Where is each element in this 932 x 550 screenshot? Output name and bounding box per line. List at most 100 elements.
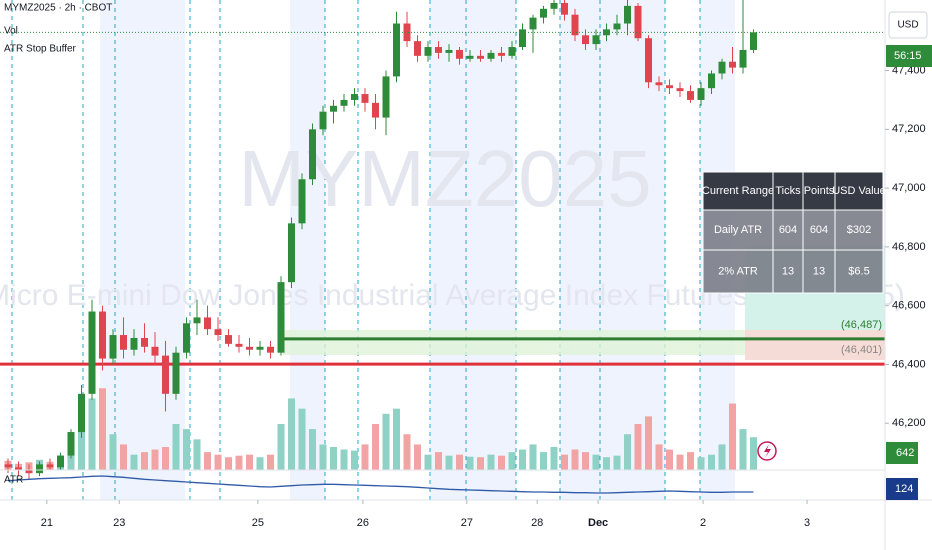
candle-body — [750, 32, 757, 50]
candle-body — [561, 2, 568, 15]
candle-body — [498, 52, 505, 56]
volume-bar — [477, 457, 484, 470]
candle-body — [456, 49, 463, 59]
volume-bar — [256, 457, 264, 470]
volume-bar — [645, 416, 652, 470]
volume-bar — [592, 454, 600, 470]
candle-body — [487, 52, 495, 59]
volume-bar — [498, 455, 505, 470]
currency-button[interactable] — [888, 11, 928, 39]
candle-body — [183, 323, 190, 353]
volume-bar — [183, 429, 190, 470]
candle-body — [141, 337, 148, 347]
volume-bar — [225, 457, 232, 470]
volume-bar — [214, 454, 222, 470]
volume-bar — [172, 424, 180, 470]
session-band — [290, 0, 325, 500]
volume-bar — [88, 398, 96, 470]
candle-body — [424, 47, 432, 56]
indicator-label: Vol — [4, 26, 18, 37]
candle-body — [267, 346, 274, 353]
candle-body — [592, 35, 600, 45]
table-value: 2% ATR — [718, 265, 758, 277]
candle-body — [613, 23, 621, 30]
currency-label[interactable]: USD — [897, 20, 918, 31]
volume-bar — [267, 454, 274, 470]
candle-body — [508, 47, 516, 56]
table-value: $302 — [847, 224, 871, 236]
volume-bar — [162, 447, 169, 470]
x-tick-label: 25 — [252, 517, 264, 529]
table-cell — [802, 249, 836, 294]
candle-body — [382, 76, 390, 118]
candle-body — [372, 102, 379, 118]
volume-bar — [487, 454, 495, 470]
candle-body — [414, 41, 421, 56]
candle-body — [246, 346, 253, 350]
table-cell — [772, 249, 804, 294]
x-tick-label: 27 — [461, 517, 473, 529]
candle-body — [645, 38, 652, 83]
table-value: 13 — [813, 265, 825, 277]
candle-body — [519, 29, 526, 48]
volume-bar — [582, 452, 589, 470]
candle-body — [109, 335, 117, 359]
y-tick-label: 46,400 — [892, 358, 926, 370]
candle-body — [571, 14, 579, 36]
atr-pane-label: ATR — [4, 475, 23, 486]
candle-body — [435, 47, 442, 53]
stop-zone — [745, 330, 885, 360]
candle-body — [151, 346, 159, 356]
candle-body — [550, 2, 558, 9]
volume-bar — [676, 454, 684, 470]
candle-body — [309, 129, 316, 180]
volume-bar — [529, 444, 537, 470]
candle-body — [88, 311, 96, 394]
session-band — [430, 0, 516, 500]
candle-body — [729, 61, 736, 68]
volume-bar — [309, 429, 316, 470]
candle-body — [193, 317, 201, 324]
indicator-label: ATR Stop Buffer — [4, 44, 77, 55]
watermark-symbol: MYMZ2025 — [238, 134, 651, 223]
volume-bar — [351, 450, 358, 470]
candle-body — [57, 455, 64, 468]
volume-tag — [886, 442, 918, 464]
table-header: USD Value — [832, 185, 886, 197]
table-cell — [802, 171, 836, 211]
candle-body — [624, 5, 631, 24]
volume-bar — [393, 408, 400, 470]
volume-bar — [403, 434, 411, 470]
candle-body — [120, 335, 127, 350]
candle-body — [214, 329, 222, 336]
volume-bar — [508, 452, 516, 470]
table-cell — [702, 209, 774, 251]
candle-body — [529, 17, 537, 30]
volume-bar — [78, 418, 85, 470]
candle-body — [4, 464, 12, 468]
y-tick-label: 46,200 — [892, 417, 926, 429]
volume-bar — [718, 444, 726, 470]
candle-body — [697, 88, 705, 100]
candle-body — [36, 464, 43, 474]
table-value: Daily ATR — [714, 224, 762, 236]
volume-bar — [729, 403, 736, 470]
volume-bar — [235, 455, 243, 470]
volume-bar — [372, 424, 379, 470]
y-tick-label: 47,000 — [892, 182, 926, 194]
atr-last-label: 124 — [895, 483, 913, 495]
candle-body — [15, 467, 22, 471]
volume-bar — [277, 424, 285, 470]
candle-body — [277, 282, 285, 353]
volume-bar — [319, 444, 327, 470]
candle-body — [172, 352, 180, 394]
table-header: Points — [804, 185, 835, 197]
level-label: (46,487) — [841, 319, 882, 331]
symbol-title: MYMZ2025 · 2h · CBOT — [4, 3, 112, 14]
table-header: Current Range — [702, 185, 774, 197]
price-tag — [886, 45, 932, 67]
candle-body — [655, 82, 663, 86]
x-tick-label: 21 — [41, 517, 53, 529]
